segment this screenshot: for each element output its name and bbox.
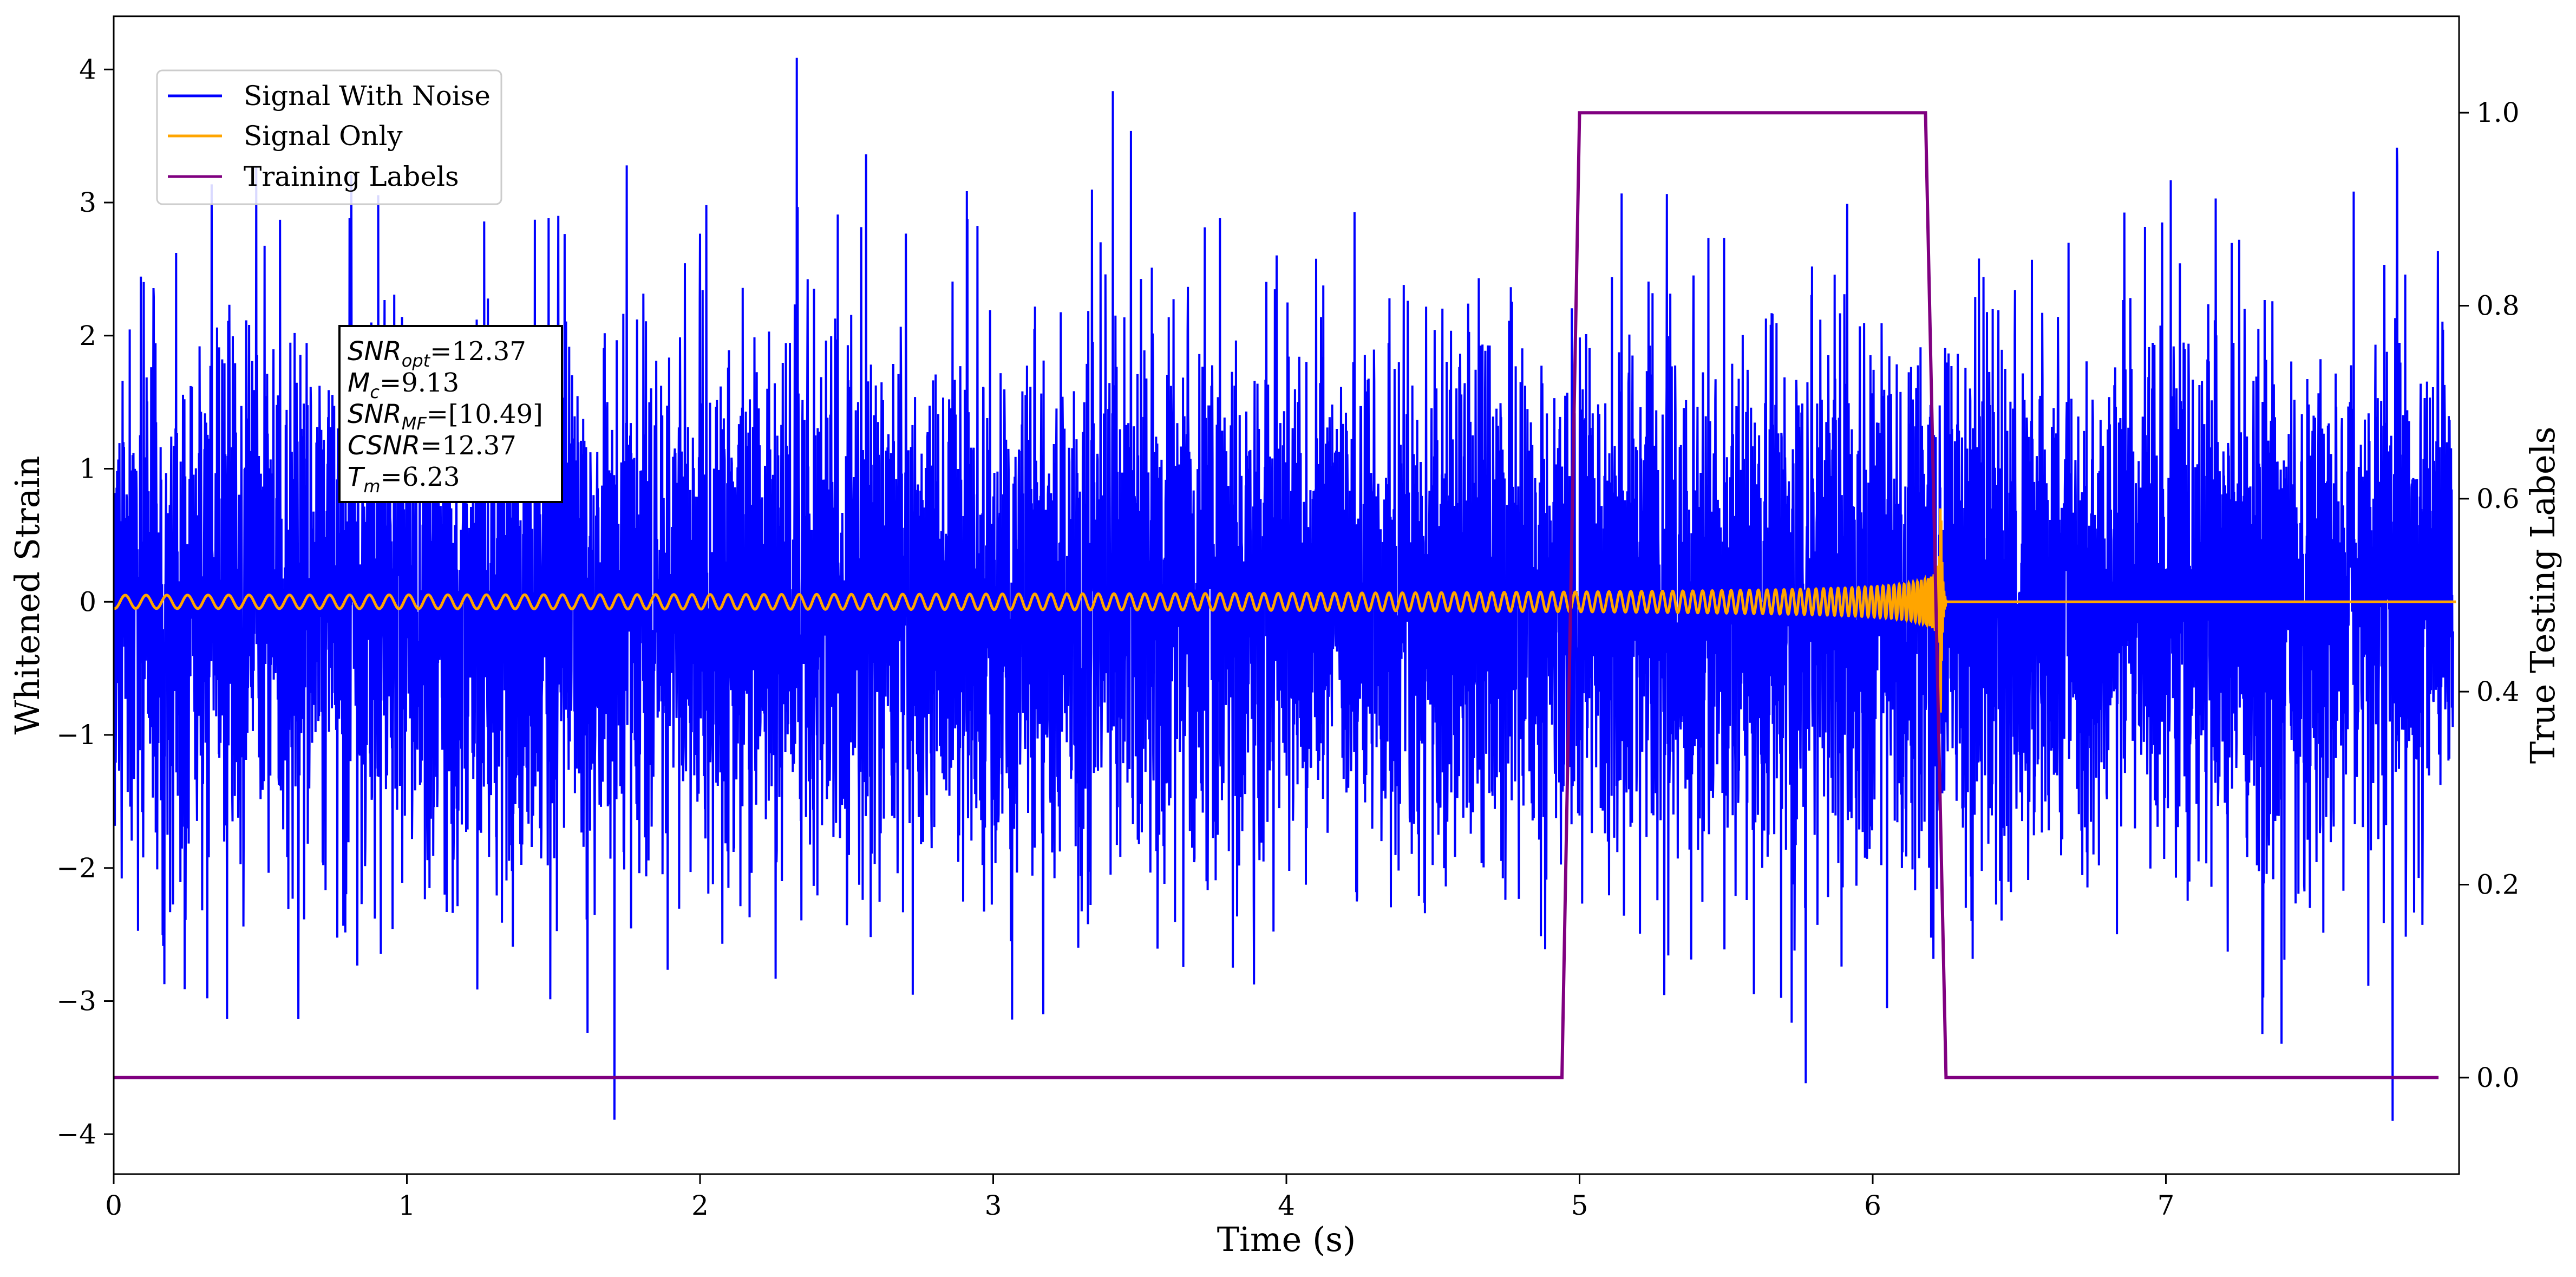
series-layer (114, 57, 2456, 1121)
ticks-layer: 0 1 2 3 4 5 6 7 −4 −3 −2 −1 0 1 2 3 4 0.0 0.2 0.4 0.6 0.8 1.0 (56, 54, 2519, 1221)
x-tick-label: 1 (398, 1190, 416, 1221)
x-tick-label: 6 (1864, 1190, 1881, 1221)
y-left-tick-label: 1 (79, 453, 96, 485)
series-signal-only (114, 508, 2456, 713)
legend: Signal With Noise Signal Only Training L… (156, 69, 502, 205)
annotation-line: SNRopt=12.37 (348, 336, 526, 371)
legend-label-signal-with-noise: Signal With Noise (244, 80, 491, 112)
y-axis-label-right: True Testing Labels (2523, 427, 2562, 764)
legend-box (156, 69, 502, 205)
legend-label-signal-only: Signal Only (244, 120, 403, 152)
y-left-tick-label: −1 (56, 719, 96, 751)
y-left-tick-label: 2 (79, 320, 96, 351)
y-right-tick-label: 0.6 (2476, 483, 2520, 514)
y-right-tick-label: 0.8 (2476, 290, 2520, 322)
annotation-line: SNRMF=[10.49] (348, 399, 543, 434)
annotation-box: SNRopt=12.37Mc=9.13SNRMF=[10.49]CSNR=12.… (338, 325, 563, 503)
x-tick-label: 4 (1278, 1190, 1295, 1221)
y-left-tick-label: 3 (79, 187, 96, 218)
series-training-labels (114, 111, 2439, 1079)
y-left-tick-label: −3 (56, 986, 96, 1017)
y-left-tick-label: 0 (79, 586, 96, 617)
y-right-tick-label: 0.0 (2476, 1062, 2520, 1093)
y-axis-label-left: Whitened Strain (8, 456, 47, 735)
annotation-frame (338, 325, 563, 503)
y-right-tick-label: 1.0 (2476, 97, 2520, 128)
x-axis-label: Time (s) (1217, 1220, 1356, 1259)
annotation-line: CSNR=12.37 (348, 431, 516, 461)
y-right-tick-label: 0.2 (2476, 869, 2520, 901)
annotation-line: Tm=6.23 (348, 462, 460, 497)
y-left-tick-label: 4 (79, 54, 96, 85)
x-tick-label: 3 (985, 1190, 1002, 1221)
annotation-line: Mc=9.13 (348, 368, 459, 402)
y-left-tick-label: −4 (56, 1118, 96, 1150)
x-tick-label: 5 (1571, 1190, 1588, 1221)
y-left-tick-label: −2 (56, 852, 96, 884)
x-tick-label: 7 (2157, 1190, 2175, 1221)
x-tick-label: 2 (691, 1190, 709, 1221)
y-right-tick-label: 0.4 (2476, 676, 2520, 707)
legend-label-training-labels: Training Labels (244, 161, 459, 192)
x-tick-label: 0 (105, 1190, 122, 1221)
